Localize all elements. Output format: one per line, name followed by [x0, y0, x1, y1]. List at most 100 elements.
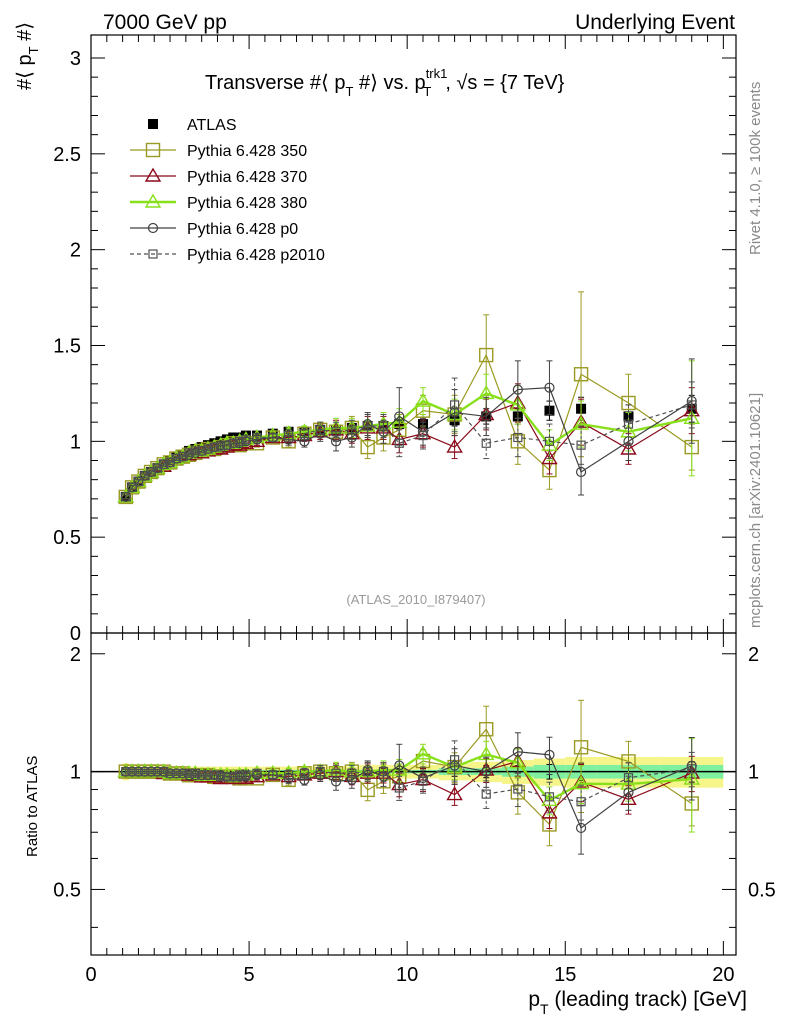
- y-axis-label: #⟨ pT #⟩: [14, 22, 41, 90]
- ratio-line-p2010: [125, 758, 692, 803]
- main-point-p370: [541, 450, 558, 465]
- main-point-p2010: [363, 421, 373, 431]
- main-point-p2010: [190, 446, 200, 456]
- legend-marker-p370: [144, 167, 162, 182]
- legend-marker-p0: [147, 222, 159, 234]
- plot-title: Transverse #⟨ pT #⟩ vs. ptrk1 T, √s = {7 …: [205, 66, 565, 99]
- y-tick-label: 1.5: [53, 336, 81, 358]
- main-point-p2010: [209, 442, 219, 452]
- x-axis-label: pT (leading track) [GeV]: [528, 988, 747, 1017]
- ratio-point-p350: [479, 722, 494, 737]
- main-point-p350: [573, 367, 589, 382]
- legend-label-p2010: Pythia 6.428 p2010: [187, 247, 325, 264]
- ratio-point-p2010: [418, 776, 428, 786]
- header-left: 7000 GeV pp: [103, 11, 227, 34]
- main-point-p2010: [576, 440, 586, 450]
- ratio-point-p2010: [146, 767, 156, 777]
- ratio-point-p2010: [576, 797, 586, 807]
- main-point-p2010: [623, 419, 634, 429]
- ratio-point-p0: [544, 749, 555, 760]
- main-line-p2010: [125, 404, 692, 498]
- main-point-p2010: [228, 438, 238, 448]
- ratio-point-p0: [346, 774, 357, 785]
- y-tick-label: 2: [70, 240, 81, 262]
- ratio-line-p0: [125, 751, 692, 829]
- y-tick-label: 1: [70, 431, 81, 453]
- ratio-point-p2010: [268, 770, 278, 780]
- x-tick-label: 20: [712, 964, 734, 986]
- ratio-point-p2010: [331, 768, 341, 778]
- main-point-p0: [394, 411, 405, 422]
- main-point-p0: [575, 466, 587, 478]
- ratio-point-p2010: [152, 767, 162, 777]
- legend-marker-p380: [144, 193, 162, 208]
- legend-marker-atlas: [148, 119, 158, 129]
- main-point-p2010: [127, 482, 137, 492]
- main-point-p2010: [513, 432, 523, 443]
- main-point-p2010: [450, 400, 460, 410]
- ratio-point-p0: [394, 760, 405, 771]
- main-point-p380: [414, 392, 432, 407]
- main-line-p350: [125, 353, 693, 498]
- main-point-p2010: [216, 442, 226, 452]
- ratio-point-p2010: [513, 784, 523, 794]
- ratio-point-p380: [572, 775, 590, 790]
- ratio-point-p2010: [121, 767, 131, 777]
- ratio-point-p2010: [450, 755, 460, 765]
- ratio-point-p2010: [544, 792, 555, 802]
- ratio-point-p2010: [363, 767, 373, 777]
- y-tick-label: 2.5: [53, 144, 81, 166]
- ratio-point-p350: [573, 740, 589, 755]
- main-point-p2010: [235, 436, 245, 446]
- ratio-point-p2010: [481, 789, 491, 799]
- x-tick-label: 0: [85, 964, 96, 986]
- ratio-point-p2010: [216, 772, 226, 782]
- ratio-point-p2010: [165, 768, 175, 779]
- ratio-point-p0: [512, 746, 523, 757]
- main-point-p2010: [378, 421, 389, 431]
- legend-label-p380: Pythia 6.428 380: [187, 195, 307, 212]
- ratio-point-p2010: [378, 767, 389, 777]
- main-point-p350: [621, 395, 636, 411]
- ratio-point-p2010: [394, 783, 404, 793]
- main-point-p2010: [241, 434, 251, 445]
- ratio-point-p380: [414, 745, 432, 760]
- main-point-p2010: [315, 425, 325, 435]
- ratio-point-p2010: [184, 768, 194, 779]
- main-point-p2010: [252, 432, 262, 443]
- y-tick-label: 3: [70, 48, 81, 70]
- header-right: Underlying Event: [575, 11, 735, 34]
- x-tick-label: 15: [554, 964, 576, 986]
- main-point-p2010: [418, 430, 428, 441]
- ratio-y-tick-label: 2: [70, 644, 81, 666]
- ratio-point-p2010: [203, 770, 213, 780]
- ratio-point-p2010: [197, 770, 207, 780]
- main-point-p2010: [133, 476, 144, 487]
- ratio-point-p0: [481, 766, 492, 777]
- ratio-point-p2010: [235, 770, 245, 780]
- ratio-point-p2010: [178, 768, 188, 779]
- legend-label-p350: Pythia 6.428 350: [187, 143, 307, 160]
- ratio-point-p2010: [299, 768, 310, 778]
- ratio-point-p2010: [252, 768, 262, 778]
- ratio-point-p2010: [140, 767, 150, 777]
- main-point-p380: [572, 415, 590, 430]
- main-point-p2010: [203, 444, 213, 454]
- main-point-p2010: [394, 438, 404, 448]
- ratio-y-tick-label: 0.5: [53, 879, 81, 901]
- main-point-p2010: [331, 427, 341, 437]
- ratio-point-p2010: [241, 770, 251, 780]
- y-tick-label: 0.5: [53, 527, 81, 549]
- ratio-y-tick-label-right: 0.5: [748, 879, 776, 901]
- ratio-plot-frame: [90, 632, 737, 956]
- ratio-point-p2010: [127, 767, 137, 777]
- ratio-point-p370: [541, 804, 558, 819]
- mcplots-label: mcplots.cern.ch [arXiv:2401.10621]: [747, 393, 764, 628]
- ratio-point-p2010: [133, 767, 144, 777]
- ratio-point-p2010: [687, 764, 697, 774]
- legend-label-p0: Pythia 6.428 p0: [187, 221, 298, 238]
- main-point-p2010: [347, 425, 357, 435]
- main-point-p350: [360, 439, 375, 455]
- ratio-point-p370: [446, 786, 463, 801]
